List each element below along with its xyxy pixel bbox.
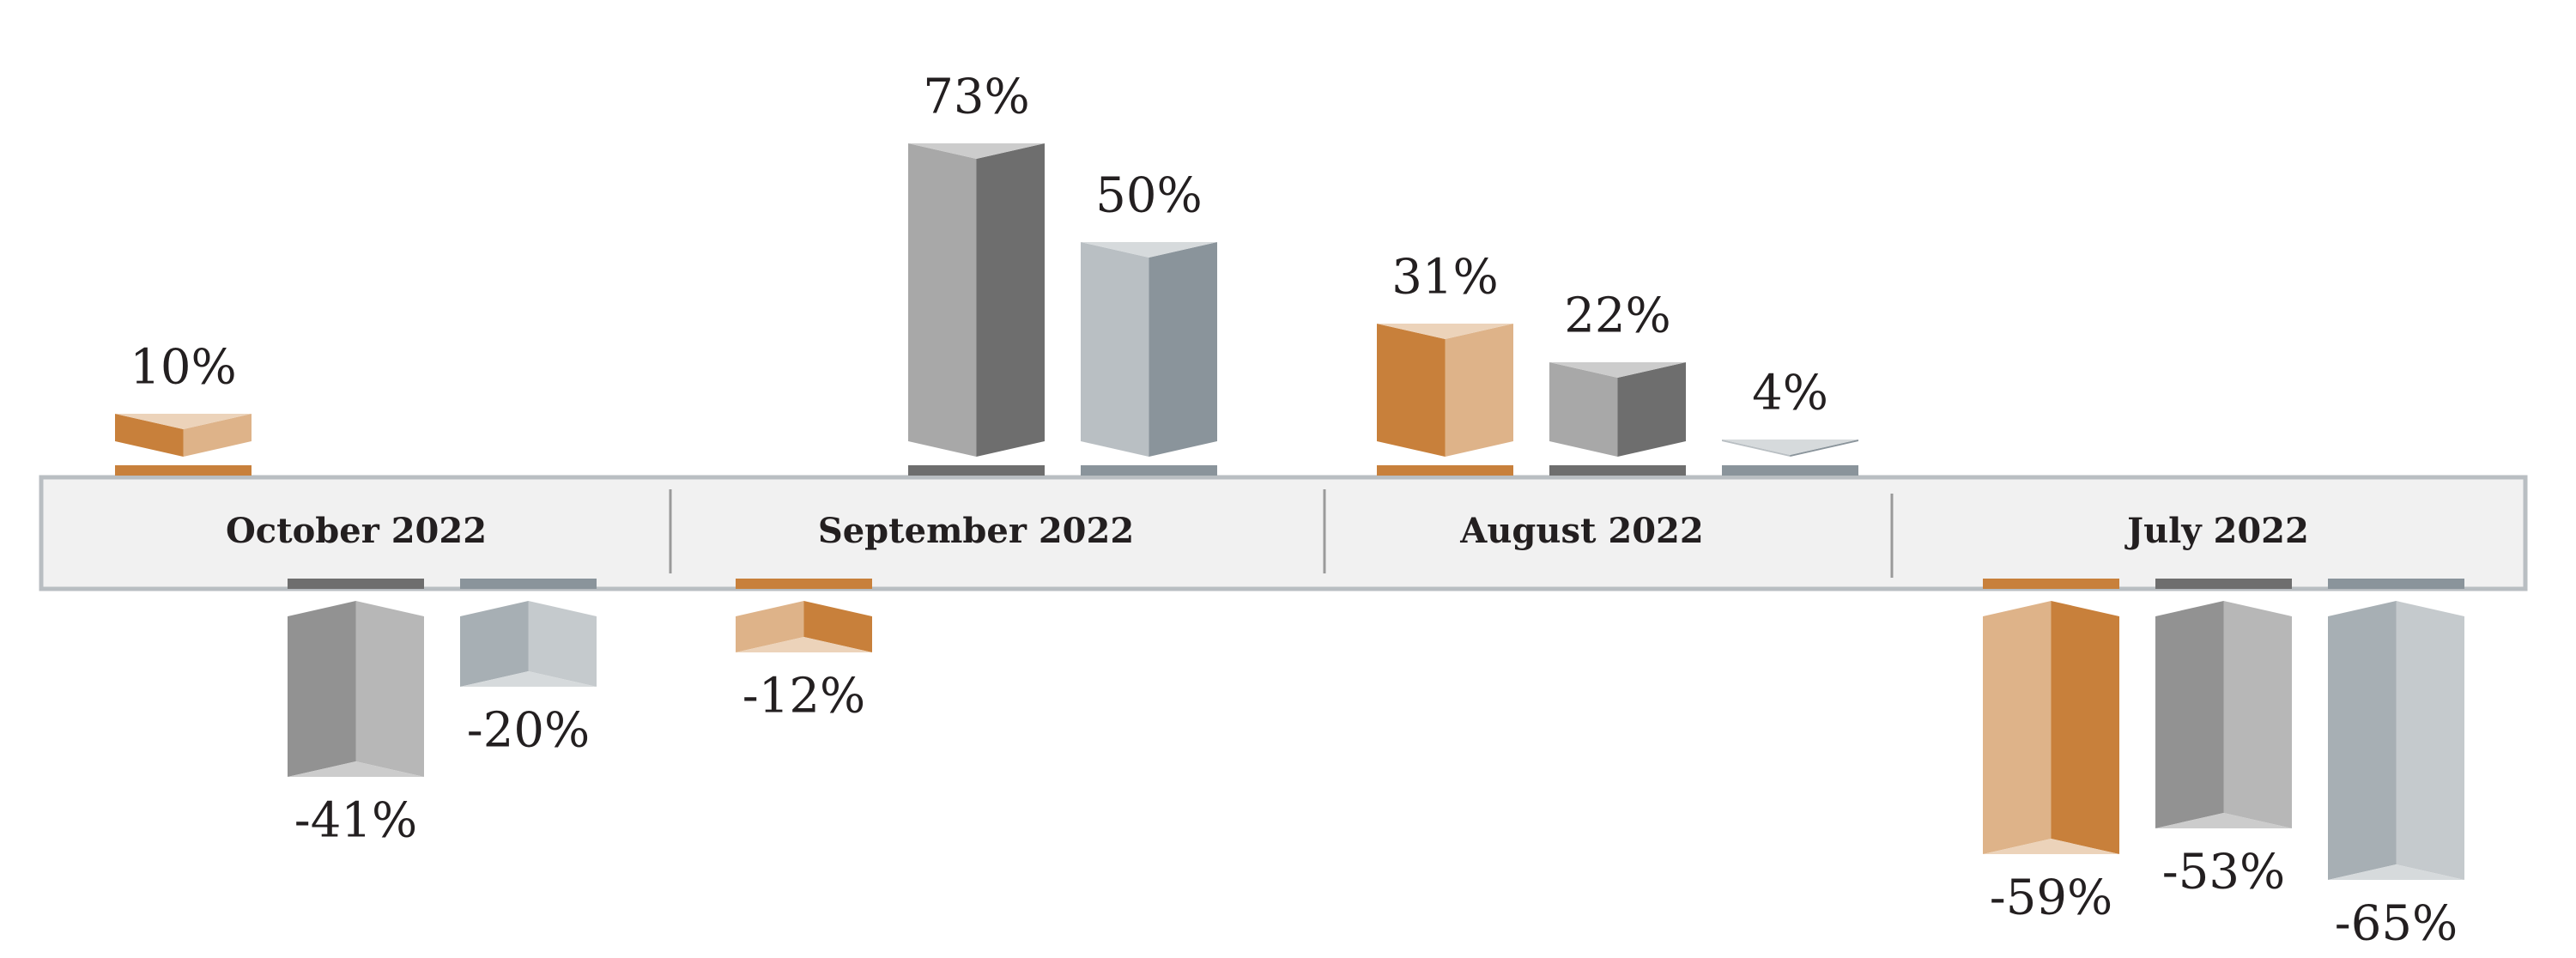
bar-face xyxy=(528,601,597,687)
value-label: -12% xyxy=(742,669,865,725)
base-strip xyxy=(288,579,424,589)
bar-cap xyxy=(908,143,1045,159)
bar-face xyxy=(460,601,529,687)
bar-face xyxy=(736,601,804,652)
bar-face xyxy=(1790,440,1858,457)
bar xyxy=(736,601,872,652)
bar xyxy=(460,601,597,687)
category-label: September 2022 xyxy=(818,511,1134,551)
bar-cap xyxy=(1549,362,1686,378)
bar-face xyxy=(803,601,872,652)
bar xyxy=(1549,362,1686,457)
bar-face xyxy=(1081,242,1149,457)
value-label: 10% xyxy=(130,340,236,396)
bar-face xyxy=(1617,362,1686,457)
value-label: -41% xyxy=(294,793,417,849)
bar xyxy=(908,143,1045,457)
bar-face xyxy=(976,143,1045,457)
bar-cap xyxy=(288,761,424,777)
value-label: 4% xyxy=(1752,366,1828,421)
bar-face xyxy=(1983,601,2052,854)
bar-cap xyxy=(460,671,597,687)
base-strip xyxy=(2328,579,2464,589)
bar xyxy=(2155,601,2292,828)
value-label: -59% xyxy=(1990,870,2112,926)
bar xyxy=(288,601,424,777)
bar-cap xyxy=(1377,324,1513,339)
value-label: 73% xyxy=(923,70,1029,125)
category-label: August 2022 xyxy=(1459,511,1703,551)
bar-face xyxy=(2223,601,2292,828)
bar-cap xyxy=(115,414,252,429)
base-strip xyxy=(736,579,872,589)
bar-face xyxy=(2051,601,2119,854)
base-strip xyxy=(2155,579,2292,589)
bar-face xyxy=(1149,242,1217,457)
value-label: -53% xyxy=(2162,845,2285,900)
base-strip xyxy=(1081,465,1217,476)
bar-cap xyxy=(736,637,872,652)
base-strip xyxy=(1983,579,2119,589)
bar xyxy=(1081,242,1217,457)
bar-face xyxy=(1549,362,1618,457)
bar-face xyxy=(1445,324,1513,457)
bar-face xyxy=(908,143,977,457)
value-label: -65% xyxy=(2335,896,2458,952)
value-label: 22% xyxy=(1564,288,1670,344)
bar-face xyxy=(288,601,356,777)
base-strip xyxy=(908,465,1045,476)
bar-cap xyxy=(1983,839,2119,854)
value-label: 31% xyxy=(1391,250,1498,306)
bar-cap xyxy=(2328,864,2464,880)
bar xyxy=(115,414,252,457)
bar-cap xyxy=(1722,440,1858,455)
base-strip xyxy=(460,579,597,589)
base-strip xyxy=(1549,465,1686,476)
bar-face xyxy=(355,601,424,777)
value-label: 50% xyxy=(1095,168,1202,224)
bar xyxy=(1983,601,2119,854)
bar-face xyxy=(115,414,184,457)
bar-face xyxy=(1377,324,1446,457)
category-label: October 2022 xyxy=(226,511,487,551)
base-strip xyxy=(1377,465,1513,476)
bar-face xyxy=(2328,601,2397,880)
category-band xyxy=(39,475,2528,591)
base-strip xyxy=(1722,465,1858,476)
bar-face xyxy=(1722,440,1791,457)
bar-face xyxy=(2396,601,2464,880)
bar xyxy=(2328,601,2464,880)
bar xyxy=(1377,324,1513,457)
bar-cap xyxy=(2155,813,2292,828)
category-label: July 2022 xyxy=(2124,511,2309,551)
value-label: -20% xyxy=(467,703,590,759)
bar-cap xyxy=(1081,242,1217,258)
bar-face xyxy=(183,414,252,457)
base-strip xyxy=(115,465,252,476)
bar-face xyxy=(2155,601,2224,828)
bar xyxy=(1722,440,1858,457)
